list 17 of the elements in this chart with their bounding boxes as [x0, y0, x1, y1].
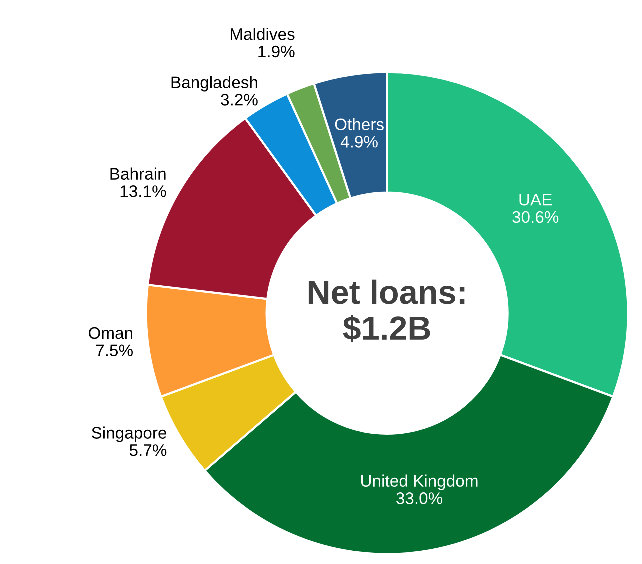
data-label: 5.7% [130, 444, 167, 456]
slice-label: UAE [520, 194, 552, 206]
slice-label: Oman [88, 327, 132, 340]
slice-label: Others [335, 118, 384, 131]
data-label: 13.1% [120, 186, 166, 198]
data-label: 1.9% [258, 46, 295, 58]
text: Net loans: $1.2B [308, 280, 465, 342]
slice-label: Bangladesh [172, 76, 258, 92]
slice-label: United Kingdom [362, 474, 478, 490]
slice-label: Bahrain [110, 168, 166, 180]
slice-label: Maldives [230, 28, 295, 40]
data-label: 3.2% [221, 94, 258, 106]
data-label: 4.9% [340, 136, 378, 148]
slice-label: Singapore [92, 426, 167, 442]
data-label: 33.0% [396, 492, 443, 504]
data-label: 30.6% [512, 211, 559, 224]
data-label: 7.5% [96, 344, 133, 357]
